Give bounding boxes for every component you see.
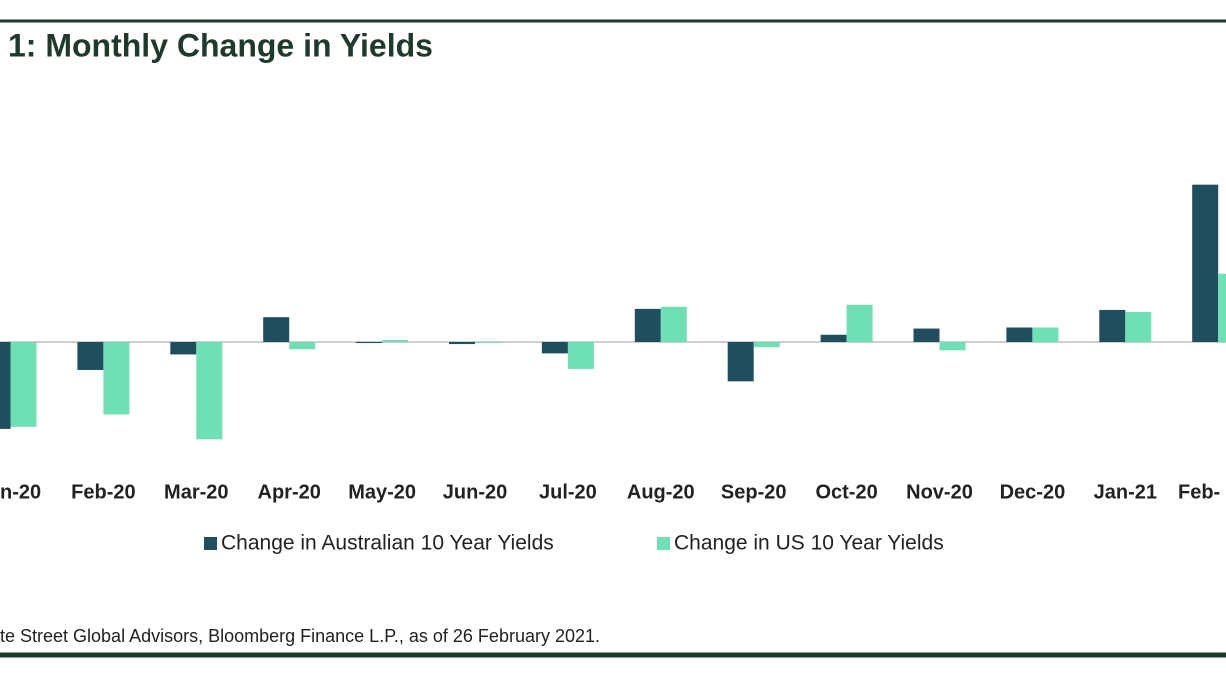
bar [820, 334, 847, 342]
bar [1099, 309, 1126, 342]
bar [103, 342, 130, 415]
x-tick-label: Aug-20 [627, 481, 695, 503]
legend-label: Change in US 10 Year Yields [674, 532, 944, 555]
bar [263, 317, 290, 342]
source-note: te Street Global Advisors, Bloomberg Fin… [0, 626, 600, 646]
bar [753, 342, 780, 348]
bar [196, 342, 223, 440]
x-tick-label: n-20 [0, 481, 41, 503]
bar [1032, 327, 1059, 342]
x-tick-label: Oct-20 [815, 481, 877, 503]
bar [77, 342, 104, 370]
bar [356, 342, 383, 344]
legend-swatch [657, 537, 670, 550]
bar [541, 342, 568, 354]
x-tick-label: Mar-20 [164, 481, 228, 503]
bar [1218, 273, 1226, 342]
x-tick-label: Dec-20 [1000, 481, 1066, 503]
x-tick-label: Feb- [1178, 481, 1220, 503]
bar [170, 342, 197, 355]
x-tick-label: Sep-20 [721, 481, 787, 503]
bar [1192, 184, 1219, 342]
bar [382, 339, 409, 342]
x-tick-label: Jun-20 [443, 481, 507, 503]
x-tick-label: Jul-20 [539, 481, 597, 503]
x-tick-label: Apr-20 [258, 481, 321, 503]
bar [660, 306, 687, 342]
bar [0, 342, 11, 429]
x-tick-label: Feb-20 [71, 481, 135, 503]
legend-swatch [204, 537, 217, 550]
bar [727, 342, 754, 382]
bar [10, 342, 37, 427]
bar [1006, 327, 1033, 342]
bar [913, 328, 940, 342]
chart-title: 1: Monthly Change in Yields [8, 27, 433, 63]
bar [939, 342, 966, 351]
bar [475, 342, 501, 343]
bar [634, 308, 661, 342]
bar [449, 342, 475, 345]
bar [567, 342, 594, 369]
x-tick-label: May-20 [348, 481, 416, 503]
bar [1125, 311, 1152, 342]
legend-label: Change in Australian 10 Year Yields [221, 532, 554, 555]
bar [846, 304, 873, 342]
x-tick-label: Nov-20 [906, 481, 973, 503]
x-tick-label: Jan-21 [1094, 481, 1157, 503]
bar [289, 342, 316, 350]
